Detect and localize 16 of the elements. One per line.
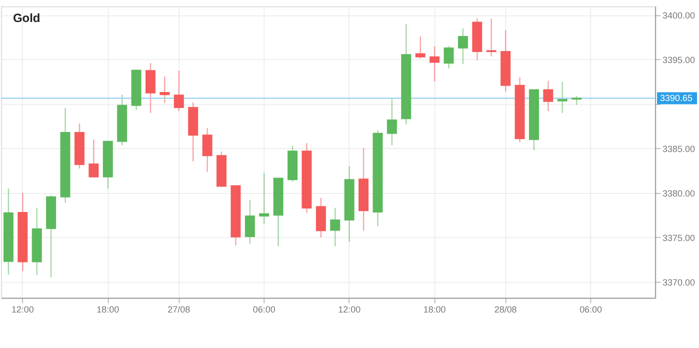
- x-tick-label: 27/08: [168, 304, 190, 314]
- ref-line-label: 3390.65: [660, 93, 692, 104]
- y-tick-label: 3375.00: [662, 232, 695, 243]
- x-tick-label: 18:00: [96, 304, 120, 314]
- x-tick-label: 28/08: [494, 304, 517, 314]
- x-tick-label: 06:00: [252, 304, 276, 314]
- y-tick-label: 3380.00: [662, 188, 695, 198]
- x-tick-label: 12:00: [338, 304, 361, 314]
- chart-title: Gold: [12, 11, 40, 26]
- x-tick-label: 12:00: [11, 304, 34, 314]
- y-tick-label: 3370.00: [662, 277, 695, 288]
- y-tick-label: 3395.00: [662, 55, 695, 66]
- x-tick-label: 06:00: [580, 304, 602, 314]
- y-tick-label: 3400.00: [662, 10, 695, 21]
- y-tick-label: 3385.00: [662, 144, 695, 154]
- x-tick-label: 18:00: [423, 304, 446, 314]
